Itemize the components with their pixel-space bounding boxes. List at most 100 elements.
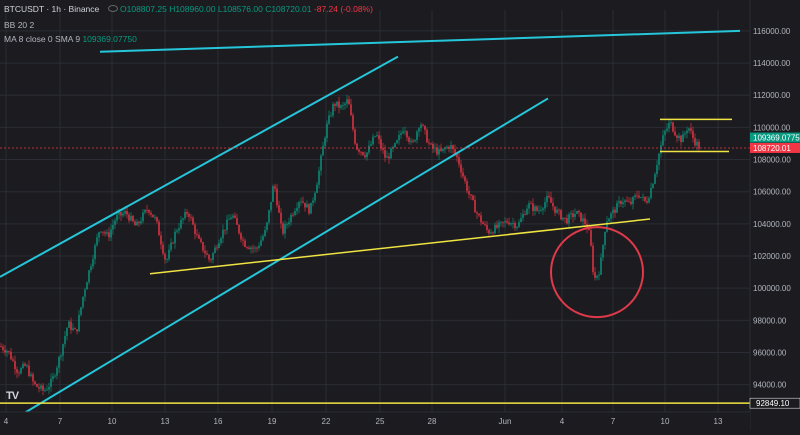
candle-body (658, 153, 660, 166)
candle-body (678, 135, 680, 139)
candle-body (402, 131, 404, 134)
ma-indicator-label[interactable]: MA 8 close 0 SMA 9 (4, 34, 81, 44)
candle-body (464, 176, 466, 182)
candle-body (336, 101, 338, 106)
candle-body (610, 213, 612, 219)
candle-body (164, 253, 166, 260)
candle-body (330, 115, 332, 117)
candle-body (6, 351, 8, 353)
candle-body (300, 201, 302, 203)
candle-body (600, 257, 602, 275)
candle-body (252, 247, 254, 249)
candle-body (132, 215, 134, 222)
candle-body (544, 202, 546, 209)
candle-body (656, 165, 658, 175)
candle-body (32, 374, 34, 382)
candle-body (240, 233, 242, 240)
candle-body (454, 148, 456, 155)
candle-body (652, 183, 654, 189)
candle-body (284, 224, 286, 234)
candle-body (60, 355, 62, 358)
candle-body (214, 247, 216, 254)
candle-body (328, 115, 330, 124)
candle-body (520, 218, 522, 223)
candle-body (204, 250, 206, 254)
candle-body (160, 235, 162, 245)
candles (0, 94, 700, 396)
candle-body (484, 223, 486, 225)
candle-body (322, 145, 324, 156)
candle-body (126, 211, 128, 215)
candle-body (290, 214, 292, 223)
candle-body (564, 217, 566, 219)
candle-body (642, 196, 644, 198)
candle-body (140, 221, 142, 224)
candle-body (382, 147, 384, 150)
candle-body (76, 329, 78, 332)
candle-body (548, 195, 550, 198)
candle-body (218, 243, 220, 248)
candle-body (104, 232, 106, 234)
time-tick-label: 13 (714, 417, 723, 426)
candle-body (630, 201, 632, 205)
candle-body (670, 122, 672, 124)
candle-body (626, 200, 628, 202)
candle-body (424, 125, 426, 131)
candle-body (592, 245, 594, 273)
candle-body (170, 242, 172, 250)
candle-body (264, 229, 266, 237)
candle-body (492, 232, 494, 234)
ma-price-tag-bg (750, 132, 800, 143)
symbol-label[interactable]: BTCUSDT · 1h · Binance (4, 4, 100, 14)
candle-body (442, 148, 444, 151)
candle-body (624, 200, 626, 203)
price-tick-label: 102000.00 (753, 252, 791, 261)
candle-body (288, 222, 290, 225)
candle-body (684, 133, 686, 135)
candle-body (194, 224, 196, 235)
candle-body (574, 213, 576, 218)
candle-body (128, 214, 130, 221)
eye-icon[interactable] (107, 5, 118, 12)
candle-body (340, 105, 342, 108)
candle-body (450, 145, 452, 149)
candle-body (74, 328, 76, 330)
candle-body (44, 390, 46, 392)
candle-body (444, 148, 446, 150)
candle-body (338, 101, 340, 108)
price-tick-label: 106000.00 (753, 188, 791, 197)
candle-body (24, 363, 26, 366)
candle-body (58, 357, 60, 368)
candle-body (580, 212, 582, 222)
time-tick-label: 10 (661, 417, 670, 426)
candle-body (480, 215, 482, 223)
candle-body (280, 212, 282, 224)
candle-body (530, 203, 532, 205)
candle-body (146, 209, 148, 211)
time-tick-label: Jun (499, 417, 512, 426)
candle-body (314, 192, 316, 201)
candle-body (568, 214, 570, 224)
bottom-level-tag-text: 92849.10 (756, 399, 790, 408)
candle-body (306, 204, 308, 208)
tradingview-logo[interactable]: TV (6, 390, 19, 402)
candle-body (596, 275, 598, 278)
candle-body (296, 207, 298, 212)
candle-body (396, 140, 398, 144)
candle-body (346, 99, 348, 104)
candle-body (326, 123, 328, 138)
candle-body (172, 242, 174, 244)
time-tick-label: 25 (376, 417, 385, 426)
candle-body (14, 360, 16, 370)
candle-body (436, 147, 438, 155)
bb-indicator-label[interactable]: BB 20 2 (4, 20, 35, 30)
candle-body (388, 156, 390, 159)
candle-body (496, 224, 498, 228)
candle-body (226, 219, 228, 231)
candle-body (364, 154, 366, 158)
price-axis-bg (750, 0, 800, 430)
candle-body (694, 137, 696, 146)
candle-body (168, 249, 170, 260)
